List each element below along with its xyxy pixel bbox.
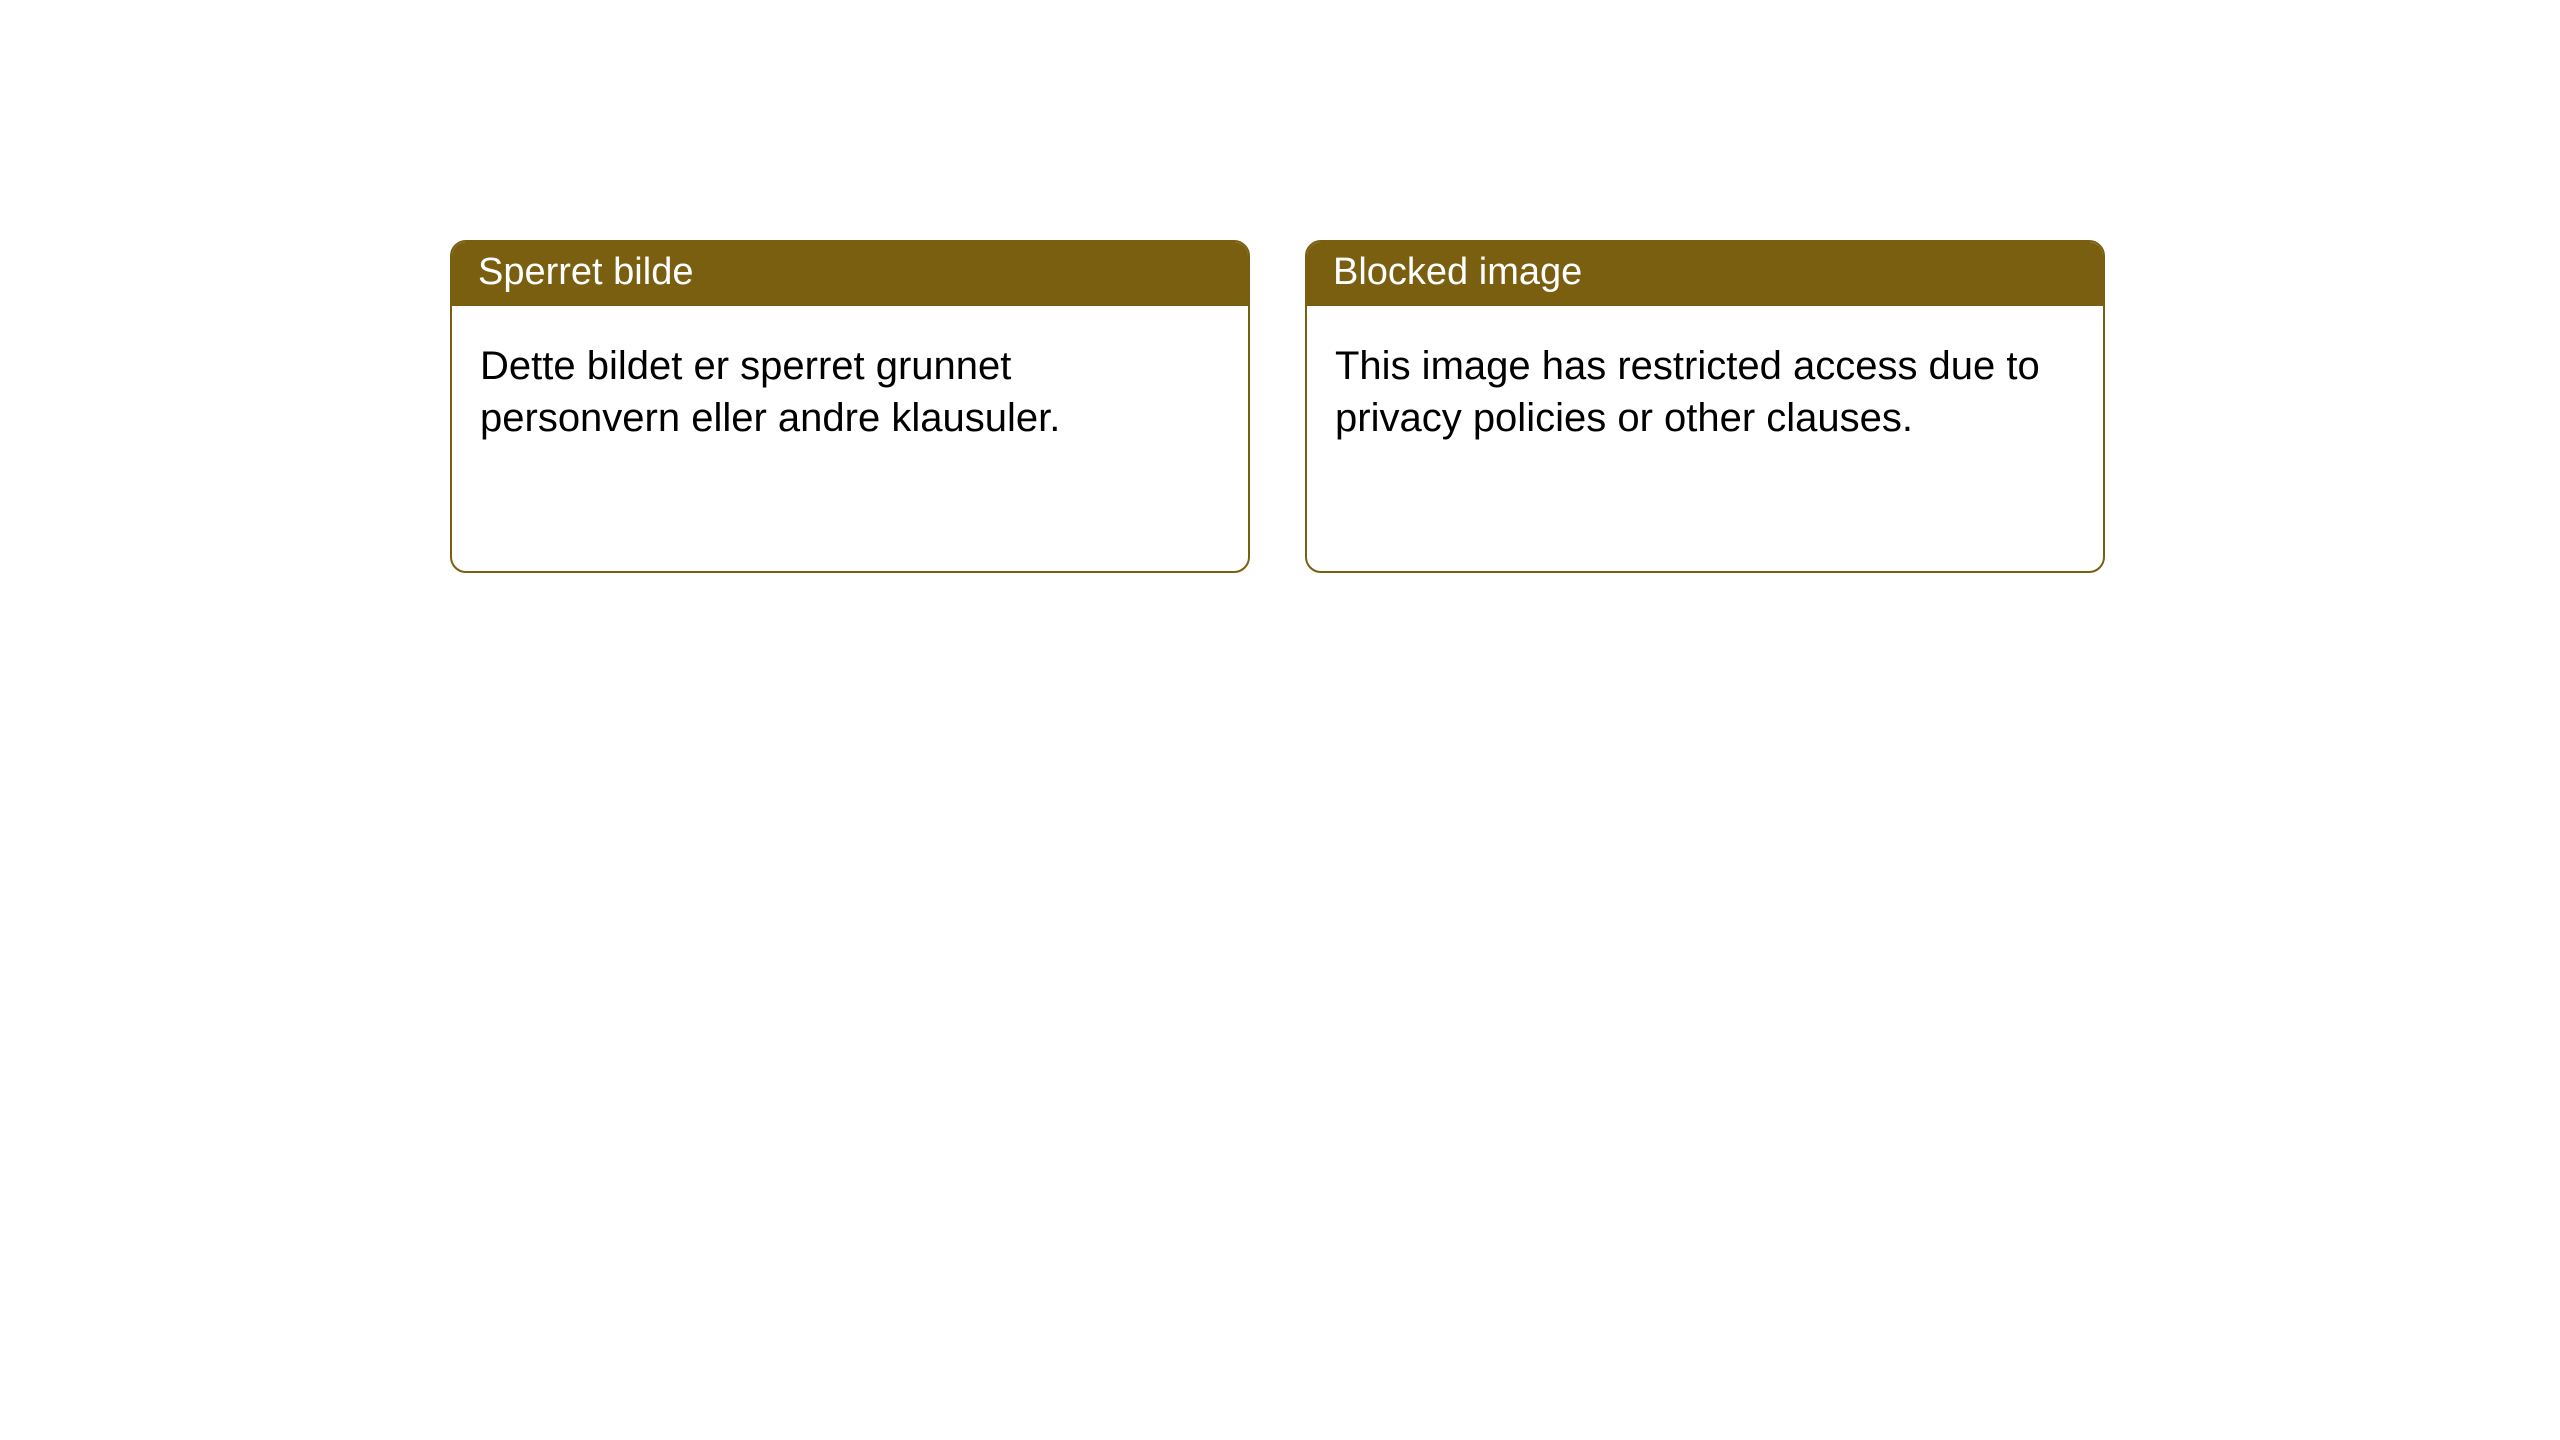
notice-card-body-en: This image has restricted access due to … [1307,306,2103,478]
notice-card-no: Sperret bilde Dette bildet er sperret gr… [450,240,1250,573]
notice-card-body-no: Dette bildet er sperret grunnet personve… [452,306,1248,478]
notice-card-title-en: Blocked image [1307,242,2103,306]
notice-card-title-no: Sperret bilde [452,242,1248,306]
notice-container: Sperret bilde Dette bildet er sperret gr… [450,240,2105,573]
notice-card-en: Blocked image This image has restricted … [1305,240,2105,573]
